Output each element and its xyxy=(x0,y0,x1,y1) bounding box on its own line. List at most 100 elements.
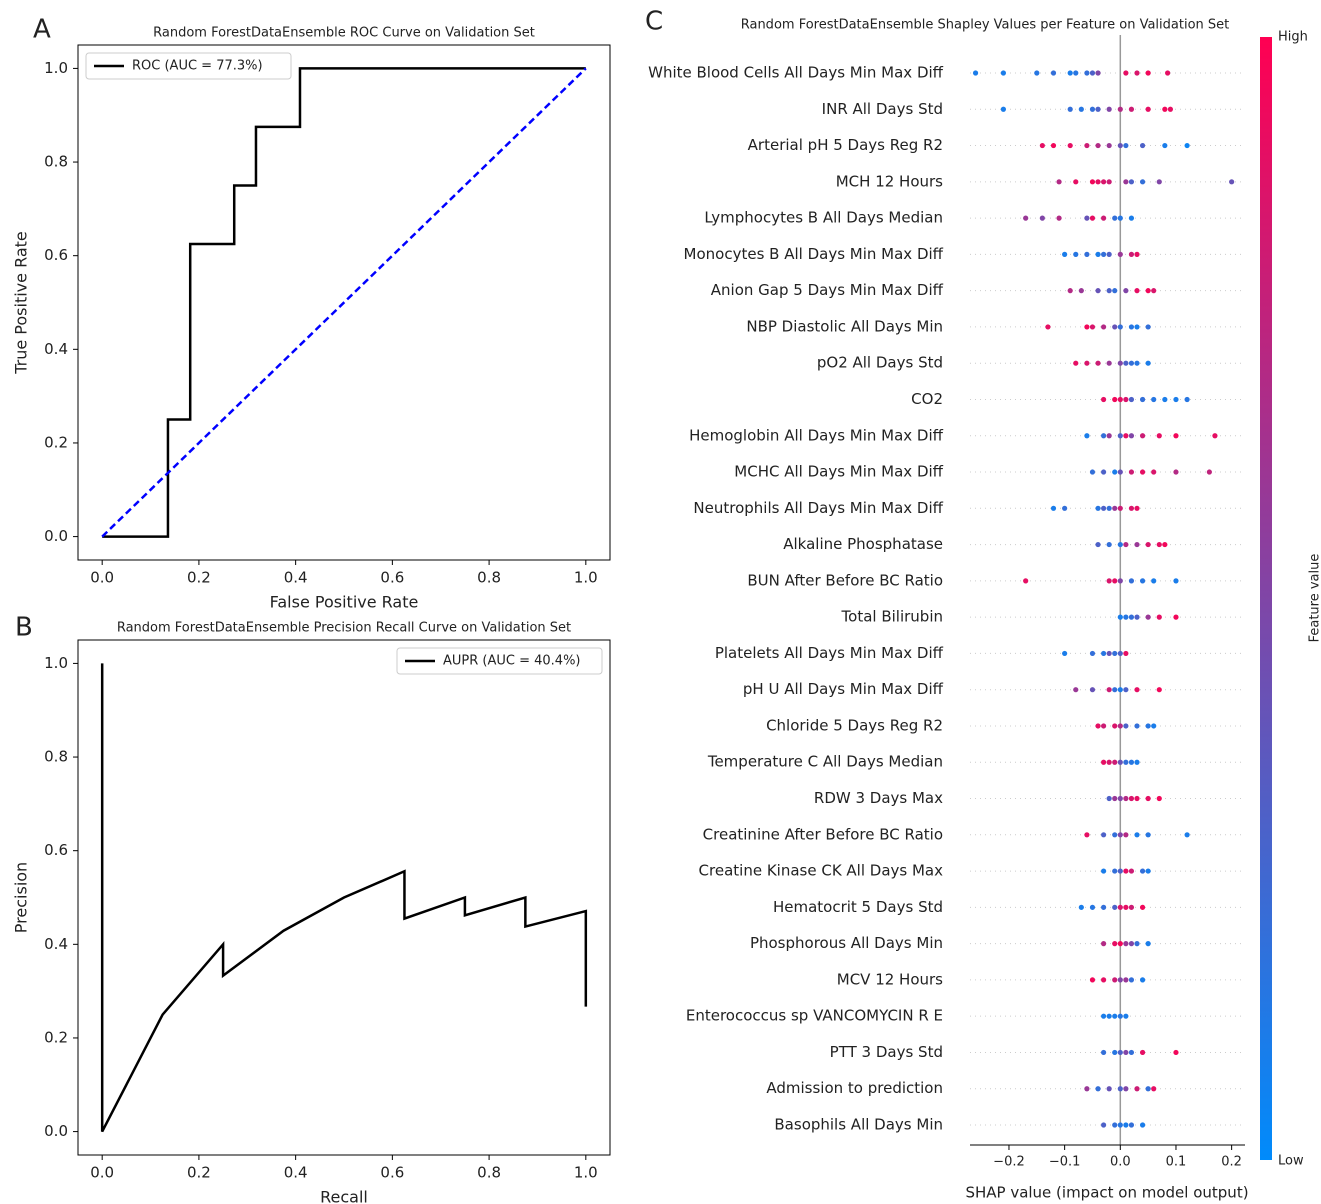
shap-dot xyxy=(1106,505,1112,511)
shap-dot xyxy=(1101,650,1107,657)
shap-dot xyxy=(1173,1049,1179,1056)
shap-dot xyxy=(1134,687,1140,693)
feature-label: Admission to prediction xyxy=(766,1079,943,1097)
shap-dot xyxy=(1134,832,1140,838)
feature-label: Total Bilirubin xyxy=(841,608,943,626)
shap-dot xyxy=(1000,106,1007,112)
shap-dot xyxy=(1139,396,1146,403)
shap-dot xyxy=(1128,469,1135,475)
shap-dot xyxy=(1106,759,1112,765)
shap-dot xyxy=(1095,288,1101,294)
shap-dot xyxy=(1050,505,1057,511)
shap-dot xyxy=(1095,541,1101,548)
shap-dot xyxy=(1139,142,1146,149)
shap-dot xyxy=(1067,288,1073,294)
shap-dot xyxy=(1139,179,1146,185)
shap-dot xyxy=(1123,759,1129,765)
shap-dot xyxy=(1106,179,1112,185)
y-tick-label: 1.0 xyxy=(44,59,68,77)
shap-dot xyxy=(1184,832,1190,838)
shap-dot xyxy=(1139,469,1146,475)
shap-dot xyxy=(1123,288,1129,294)
x-tick-label: 0.2 xyxy=(187,1164,211,1182)
shap-dot xyxy=(1106,687,1112,693)
x-tick-label: 0.0 xyxy=(90,569,114,587)
shap-dot xyxy=(1084,70,1090,76)
y-tick-label: 1.0 xyxy=(44,654,68,672)
shap-dot xyxy=(1123,396,1129,403)
shap-dot xyxy=(1139,868,1146,874)
shap-dot xyxy=(1112,650,1118,657)
shap-dot xyxy=(1128,505,1135,511)
shap-dot xyxy=(1128,759,1135,765)
shap-dot xyxy=(1162,396,1168,403)
colorbar xyxy=(1260,37,1272,1160)
shap-dot xyxy=(1206,469,1212,475)
shap-dot xyxy=(1117,941,1123,947)
feature-label: White Blood Cells All Days Min Max Diff xyxy=(648,64,944,82)
shap-dot xyxy=(1123,614,1129,620)
shap-dot xyxy=(1089,469,1096,475)
shap-dot xyxy=(1117,1049,1123,1056)
shap-dot xyxy=(1123,1086,1129,1092)
y-tick-label: 0.6 xyxy=(44,246,68,264)
shap-dot xyxy=(1117,795,1123,802)
shap-dot xyxy=(1101,1013,1107,1019)
shap-dot xyxy=(1134,941,1140,947)
shap-dot xyxy=(1117,1086,1123,1092)
shap-dot xyxy=(1117,650,1123,657)
shap-dot xyxy=(1106,1013,1112,1019)
shap-dot xyxy=(1117,904,1123,910)
shap-dot xyxy=(1145,70,1151,76)
shap-dot xyxy=(1117,1122,1123,1128)
shap-dot xyxy=(1106,360,1112,366)
shap-dot xyxy=(1101,324,1107,330)
shap-dot xyxy=(1106,795,1112,802)
shap-dot xyxy=(1073,251,1079,257)
shap-dot xyxy=(1145,106,1151,112)
shap-dot xyxy=(1089,106,1096,112)
feature-label: BUN After Before BC Ratio xyxy=(747,571,943,589)
shap-dot xyxy=(1123,541,1129,548)
shap-dot xyxy=(1162,142,1168,149)
y-tick-label: 0.8 xyxy=(44,748,68,766)
shap-dot xyxy=(1112,578,1118,584)
shap-dot xyxy=(1117,1013,1123,1019)
feature-label: MCHC All Days Min Max Diff xyxy=(734,463,943,481)
shap-dot xyxy=(1112,1049,1118,1056)
shap-dot xyxy=(1089,179,1096,185)
shap-dot xyxy=(1000,70,1007,76)
legend-box xyxy=(85,52,292,80)
shap-dot xyxy=(1101,723,1107,729)
shap-dot xyxy=(1117,469,1123,475)
shap-dot xyxy=(1123,941,1129,947)
x-axis-label: SHAP value (impact on model output) xyxy=(965,1184,1248,1202)
shap-dot xyxy=(1112,832,1118,838)
shap-dot xyxy=(1106,142,1112,149)
shap-dot xyxy=(1123,650,1129,657)
shap-dot xyxy=(1089,324,1096,330)
shap-dot xyxy=(1095,505,1101,511)
shap-dot xyxy=(1062,251,1068,257)
shap-dot xyxy=(1184,396,1190,403)
y-tick-label: 0.2 xyxy=(44,1028,68,1046)
shap-dot xyxy=(1095,106,1101,112)
shap-dot xyxy=(1117,832,1123,838)
shap-dot xyxy=(1106,106,1112,112)
y-tick-label: 0.6 xyxy=(44,841,68,859)
shap-dot xyxy=(1023,215,1029,221)
shap-dot xyxy=(1128,251,1135,257)
feature-label: Hematocrit 5 Days Std xyxy=(773,898,943,916)
shap-dot xyxy=(1117,215,1123,221)
shap-dot xyxy=(1128,215,1135,221)
x-tick-label: 0.8 xyxy=(477,1164,501,1182)
feature-label: Creatinine After Before BC Ratio xyxy=(703,825,943,843)
shap-dot xyxy=(972,70,979,76)
x-tick-label: 0.6 xyxy=(380,569,404,587)
shap-dot xyxy=(1128,795,1135,802)
shap-dot xyxy=(1101,215,1107,221)
feature-label: pH U All Days Min Max Diff xyxy=(743,680,944,698)
shap-dot xyxy=(1112,687,1118,693)
shap-dot xyxy=(1134,70,1140,76)
shap-dot xyxy=(1117,541,1123,548)
